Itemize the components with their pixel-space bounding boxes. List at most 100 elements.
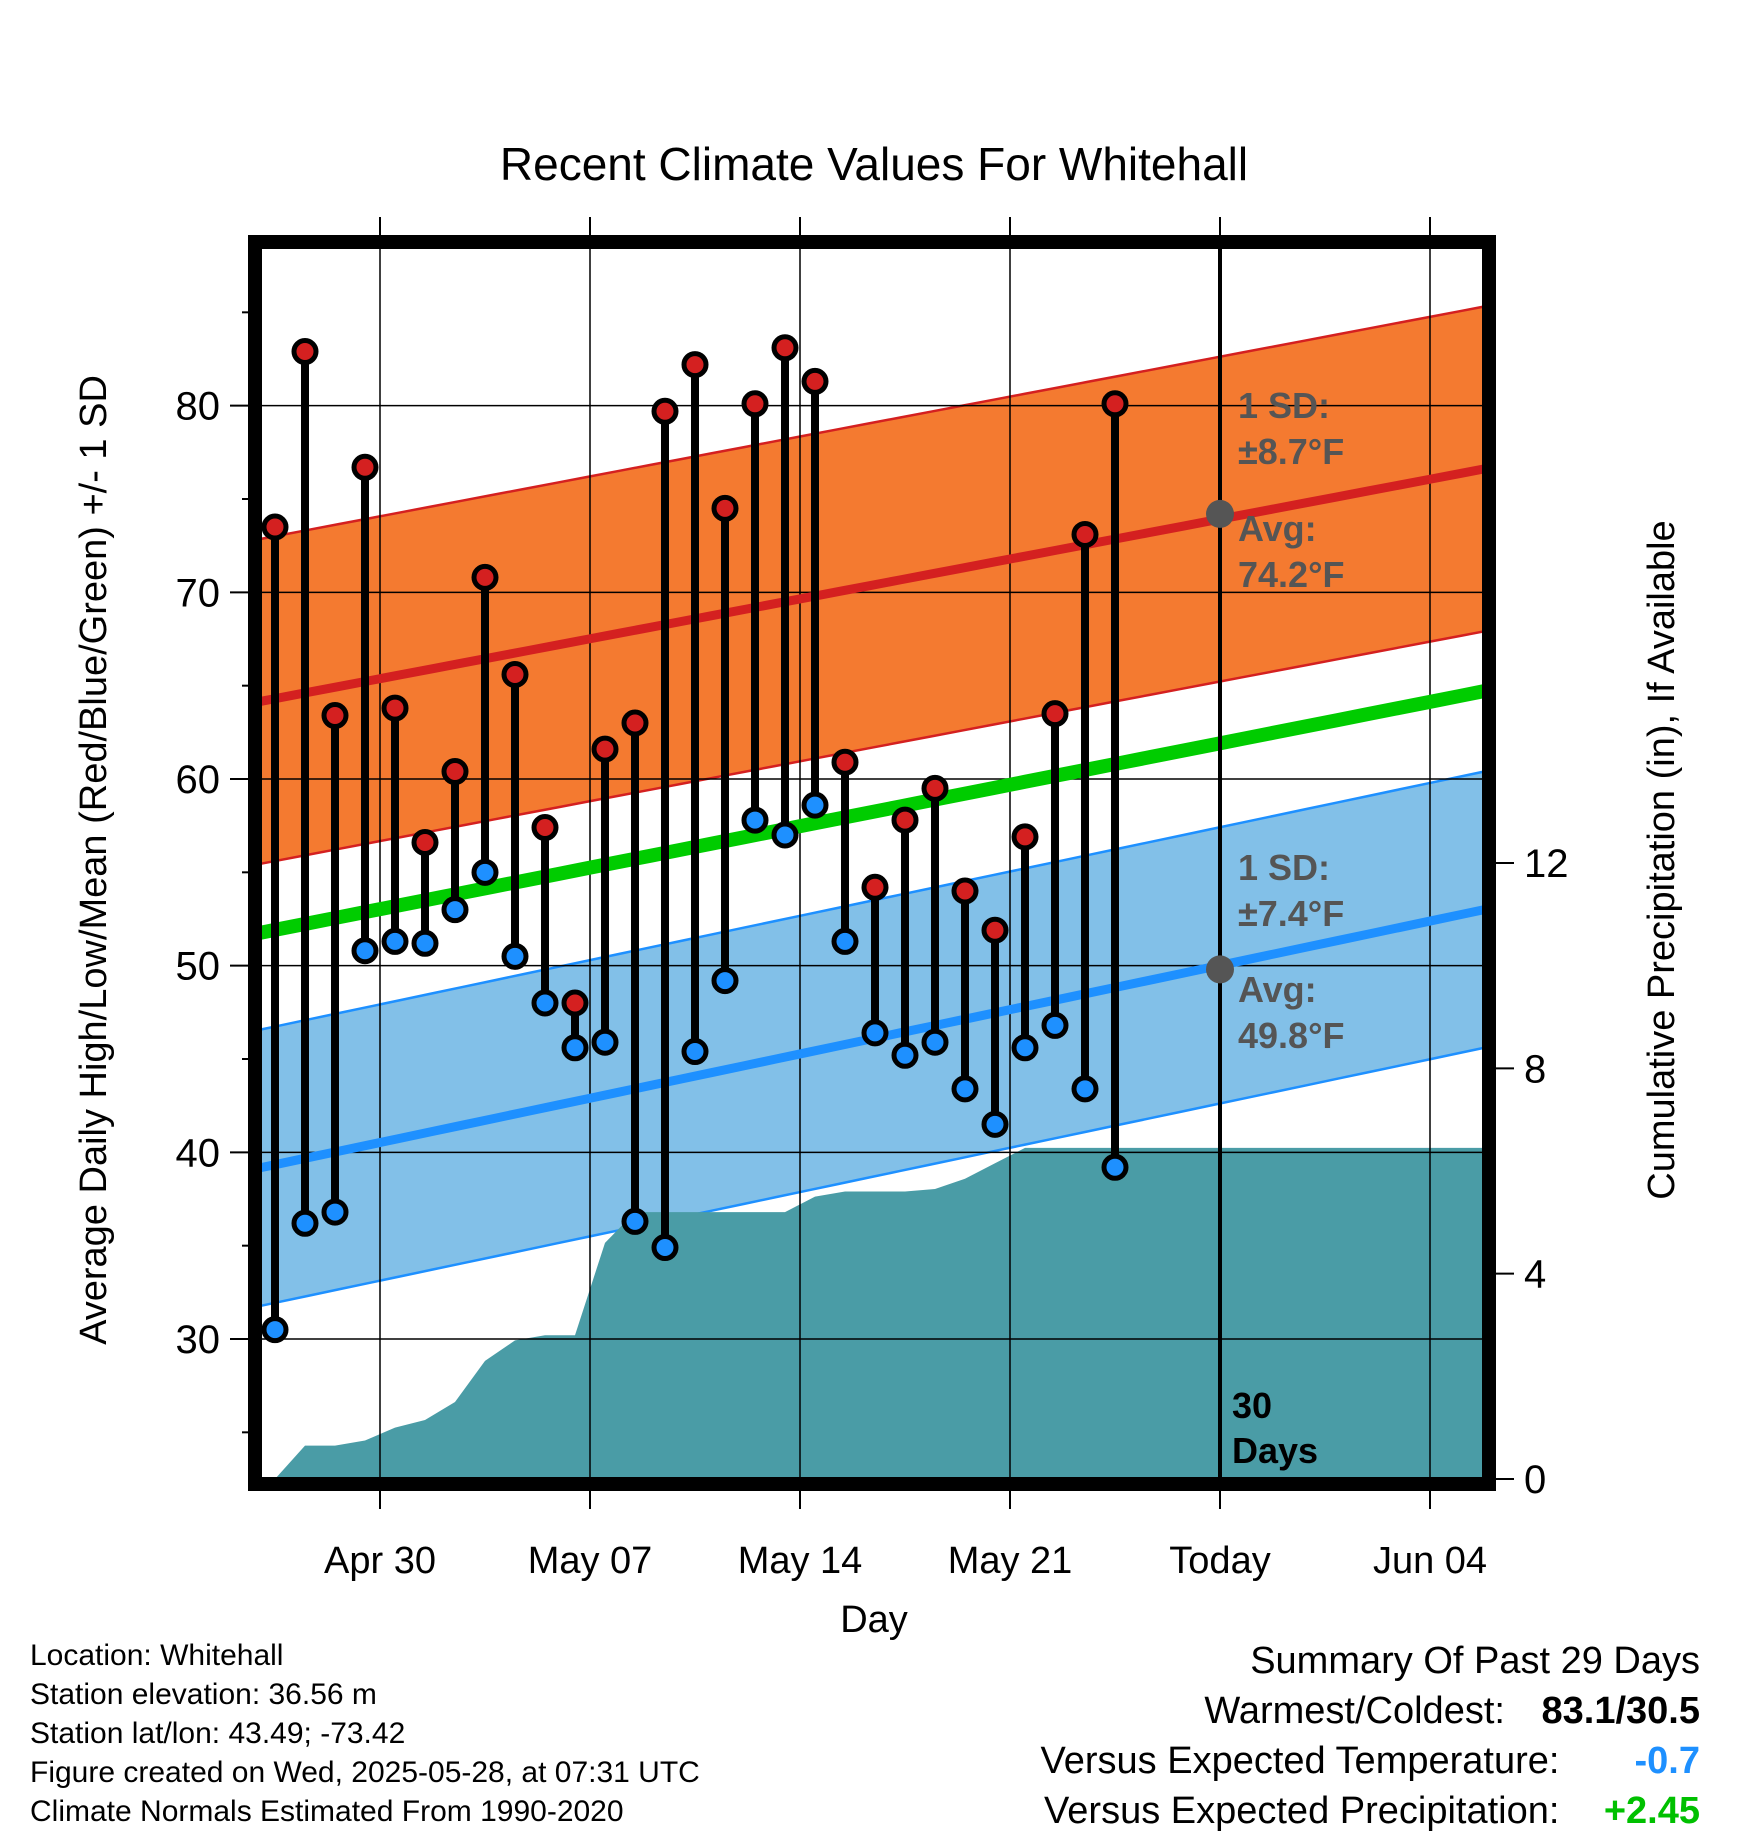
y-left-tick-label: 50 bbox=[176, 945, 221, 989]
daily-low-marker bbox=[291, 1209, 319, 1237]
daily-low-marker bbox=[651, 1234, 679, 1262]
daily-high-marker bbox=[951, 877, 979, 905]
daily-high-marker bbox=[1071, 520, 1099, 548]
plot-area: 1 SD: ±8.7°F Avg: 74.2°F 1 SD: ±7.4°F Avg: 49.8… bbox=[260, 247, 1484, 1479]
normals-text: Climate Normals Estimated From 1990-2020 bbox=[30, 1795, 624, 1828]
x-tick-label: May 21 bbox=[948, 1540, 1073, 1582]
low-avg-value: 49.8°F bbox=[1238, 1015, 1344, 1056]
y-left-tick-label: 70 bbox=[176, 571, 221, 615]
daily-high-marker bbox=[741, 390, 769, 418]
precip-label: Versus Expected Precipitation: bbox=[1044, 1790, 1560, 1832]
summary-panel: Summary Of Past 29 Days Warmest/Coldest:… bbox=[1041, 1636, 1700, 1836]
y-right-tick-label: 12 bbox=[1524, 842, 1569, 886]
daily-high-marker bbox=[321, 702, 349, 730]
station-info: Location: Whitehall Station elevation: 3… bbox=[30, 1636, 700, 1831]
daily-high-marker bbox=[591, 735, 619, 763]
summary-title: Summary Of Past 29 Days bbox=[1250, 1640, 1700, 1682]
daily-low-marker bbox=[861, 1019, 889, 1047]
daily-high-marker bbox=[411, 828, 439, 856]
daily-high-marker bbox=[501, 660, 529, 688]
y-left-tick-label: 40 bbox=[176, 1131, 221, 1175]
daily-high-marker bbox=[891, 806, 919, 834]
daily-low-marker bbox=[261, 1316, 289, 1344]
daily-low-marker bbox=[1011, 1034, 1039, 1062]
daily-high-marker bbox=[711, 494, 739, 522]
low-sd-upper-edge bbox=[260, 770, 1484, 1031]
y-right-tick-label: 8 bbox=[1524, 1047, 1546, 1091]
location-text: Location: Whitehall bbox=[30, 1639, 284, 1672]
daily-low-marker bbox=[1101, 1153, 1129, 1181]
y-left-tick-label: 30 bbox=[176, 1318, 221, 1362]
daily-high-marker bbox=[621, 709, 649, 737]
daily-high-marker bbox=[801, 367, 829, 395]
low-avg-label: Avg: bbox=[1238, 969, 1317, 1010]
high-sd-label: 1 SD: bbox=[1238, 385, 1330, 426]
y-left-tick-label: 60 bbox=[176, 758, 221, 802]
daily-high-marker bbox=[291, 338, 319, 366]
daily-low-marker bbox=[381, 927, 409, 955]
daily-low-marker bbox=[921, 1028, 949, 1056]
high-avg-value: 74.2°F bbox=[1238, 554, 1344, 595]
temp-row: Versus Expected Temperature: -0.7 bbox=[1041, 1736, 1700, 1786]
daily-low-marker bbox=[801, 791, 829, 819]
daily-low-marker bbox=[441, 896, 469, 924]
today-low-avg-marker bbox=[1206, 955, 1234, 984]
daily-low-marker bbox=[411, 929, 439, 957]
daily-low-marker bbox=[771, 821, 799, 849]
daily-low-marker bbox=[891, 1041, 919, 1069]
elevation-text: Station elevation: 36.56 m bbox=[30, 1678, 377, 1711]
daily-high-marker bbox=[921, 774, 949, 802]
normal-high-line bbox=[260, 464, 1484, 707]
daily-high-marker bbox=[351, 453, 379, 481]
daily-low-marker bbox=[351, 937, 379, 965]
x-tick-label: May 14 bbox=[738, 1540, 863, 1582]
plot-frame bbox=[248, 235, 1496, 1491]
daily-low-marker bbox=[1071, 1075, 1099, 1103]
daily-high-marker bbox=[1041, 700, 1069, 728]
daily-high-marker bbox=[981, 916, 1009, 944]
x-tick-label: Jun 04 bbox=[1373, 1540, 1487, 1582]
daily-high-marker bbox=[441, 758, 469, 786]
high-sd-upper-edge bbox=[260, 305, 1484, 541]
daily-high-marker bbox=[471, 563, 499, 591]
daily-low-marker bbox=[321, 1198, 349, 1226]
daily-low-marker bbox=[681, 1038, 709, 1066]
high-sd-value: ±8.7°F bbox=[1238, 431, 1344, 472]
y-right-tick-label: 4 bbox=[1524, 1253, 1546, 1297]
days-count-label: 30 bbox=[1232, 1385, 1272, 1426]
created-text: Figure created on Wed, 2025-05-28, at 07… bbox=[30, 1756, 700, 1789]
daily-high-marker bbox=[561, 989, 589, 1017]
daily-high-marker bbox=[831, 748, 859, 776]
latlon-text: Station lat/lon: 43.49; -73.42 bbox=[30, 1717, 406, 1750]
daily-high-marker bbox=[651, 397, 679, 425]
daily-low-marker bbox=[741, 806, 769, 834]
daily-high-marker bbox=[381, 694, 409, 722]
days-text-label: Days bbox=[1232, 1430, 1318, 1471]
precipitation-area bbox=[275, 1147, 1484, 1479]
x-tick-label: Apr 30 bbox=[324, 1540, 436, 1582]
daily-high-marker bbox=[1011, 823, 1039, 851]
temp-label: Versus Expected Temperature: bbox=[1040, 1740, 1560, 1782]
daily-high-marker bbox=[681, 351, 709, 379]
y-axis-left-label: Average Daily High/Low/Mean (Red/Blue/Gr… bbox=[73, 375, 115, 1345]
daily-low-marker bbox=[831, 927, 859, 955]
daily-low-marker bbox=[621, 1207, 649, 1235]
daily-high-marker bbox=[531, 814, 559, 842]
daily-high-marker bbox=[861, 873, 889, 901]
daily-low-marker bbox=[981, 1110, 1009, 1138]
daily-low-marker bbox=[531, 989, 559, 1017]
daily-high-marker bbox=[261, 513, 289, 541]
y-left-tick-label: 80 bbox=[176, 385, 221, 429]
today-high-avg-marker bbox=[1206, 499, 1234, 528]
precip-row: Versus Expected Precipitation: +2.45 bbox=[1041, 1786, 1700, 1836]
y-right-tick-label: 0 bbox=[1524, 1458, 1546, 1502]
precip-value: +2.45 bbox=[1603, 1790, 1700, 1832]
y-axis-right-label: Cumulative Precipitation (in), If Availa… bbox=[1641, 520, 1683, 1199]
temp-value: -0.7 bbox=[1634, 1740, 1700, 1782]
daily-low-marker bbox=[561, 1034, 589, 1062]
daily-low-marker bbox=[711, 967, 739, 995]
warm-cold-row: Warmest/Coldest: 83.1/30.5 bbox=[1041, 1686, 1700, 1736]
x-tick-label: May 07 bbox=[528, 1540, 653, 1582]
low-sd-value: ±7.4°F bbox=[1238, 893, 1344, 934]
